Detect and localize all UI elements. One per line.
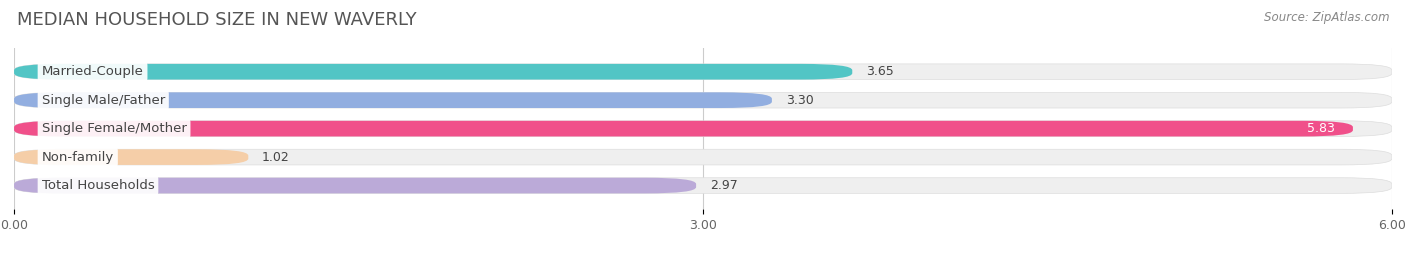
Text: Non-family: Non-family [42, 151, 114, 163]
FancyBboxPatch shape [14, 92, 1392, 108]
FancyBboxPatch shape [14, 178, 696, 193]
FancyBboxPatch shape [14, 121, 1392, 136]
FancyBboxPatch shape [14, 64, 852, 80]
FancyBboxPatch shape [14, 121, 1353, 136]
FancyBboxPatch shape [14, 149, 1392, 165]
Text: Total Households: Total Households [42, 179, 155, 192]
Text: Single Female/Mother: Single Female/Mother [42, 122, 187, 135]
Text: 3.65: 3.65 [866, 65, 894, 78]
FancyBboxPatch shape [14, 64, 1392, 80]
Text: Single Male/Father: Single Male/Father [42, 94, 165, 107]
Text: 5.83: 5.83 [1306, 122, 1334, 135]
Text: Married-Couple: Married-Couple [42, 65, 143, 78]
FancyBboxPatch shape [14, 178, 1392, 193]
Text: 1.02: 1.02 [262, 151, 290, 163]
Text: 3.30: 3.30 [786, 94, 814, 107]
Text: MEDIAN HOUSEHOLD SIZE IN NEW WAVERLY: MEDIAN HOUSEHOLD SIZE IN NEW WAVERLY [17, 11, 416, 29]
Text: 2.97: 2.97 [710, 179, 738, 192]
Text: Source: ZipAtlas.com: Source: ZipAtlas.com [1264, 11, 1389, 24]
FancyBboxPatch shape [14, 92, 772, 108]
FancyBboxPatch shape [14, 149, 249, 165]
